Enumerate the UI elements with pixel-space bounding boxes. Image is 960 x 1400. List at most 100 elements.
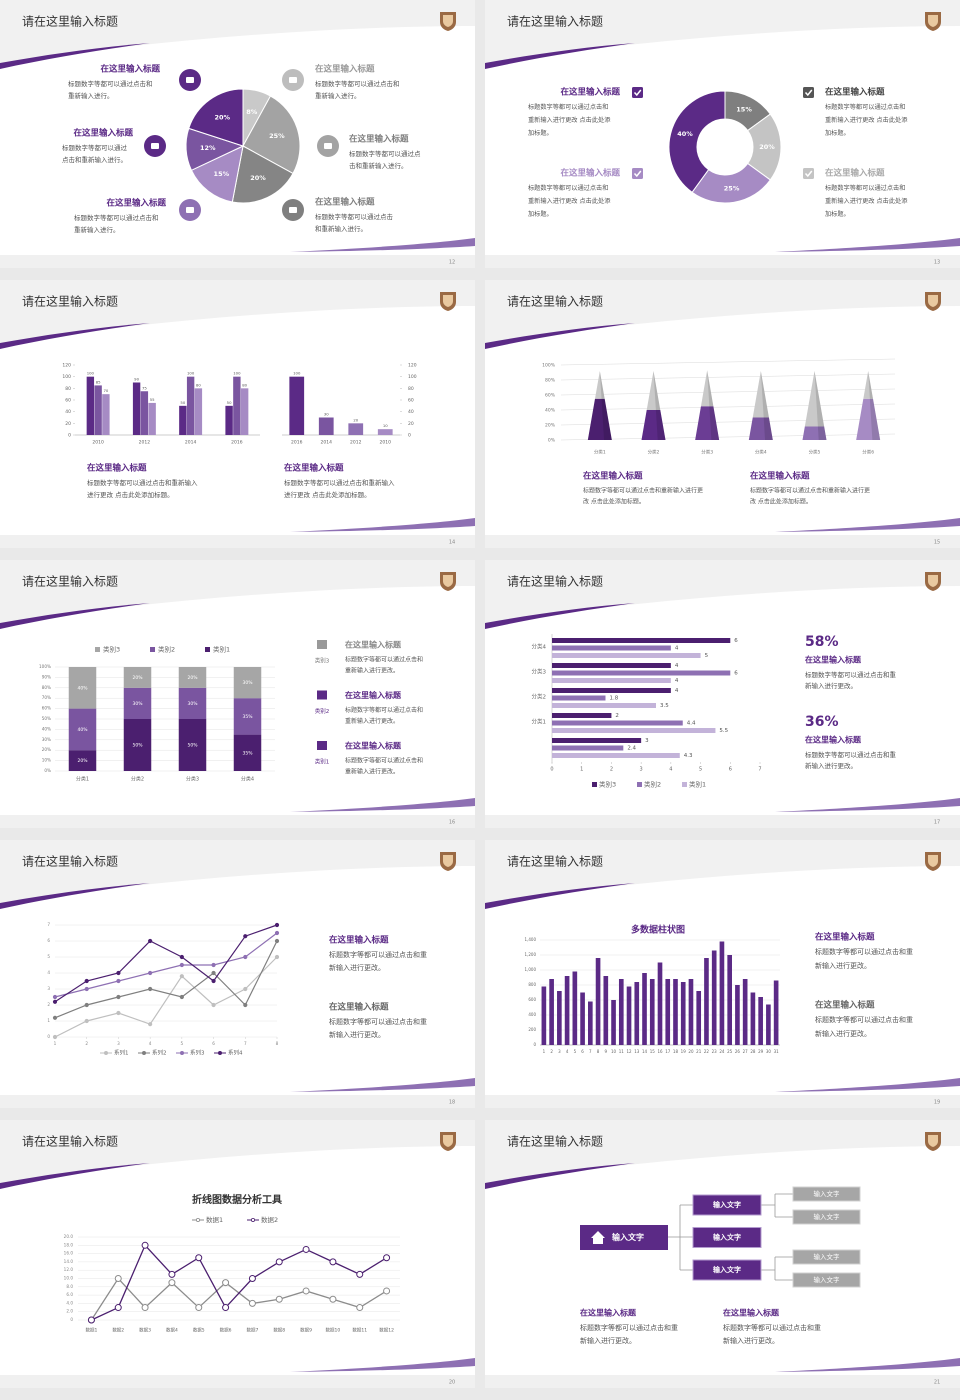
block-body: 加标题。 — [825, 129, 850, 137]
pyramid-top — [700, 370, 714, 407]
pie-slice — [242, 95, 301, 175]
bar — [552, 678, 671, 683]
bar — [552, 653, 701, 658]
y-tick-label: 60% — [42, 706, 51, 711]
block-body: 标题数字等都可以通过点击和 — [68, 79, 153, 88]
y-tick-label: 20% — [42, 747, 51, 752]
y-tick-label: 80 — [408, 386, 414, 392]
block-body: 标题数字等都可以通过点击和 — [315, 79, 400, 88]
bar — [86, 376, 95, 435]
block-body: 新输入进行更改。 — [329, 1030, 385, 1039]
logo-inner — [928, 1135, 938, 1147]
data-label: 6 — [734, 638, 738, 644]
bar — [552, 703, 656, 708]
bottom-swoosh — [775, 1358, 960, 1372]
point — [179, 954, 184, 960]
data-label: 100 — [293, 371, 301, 376]
point — [356, 1270, 364, 1278]
block-body: 重新输入进行更改 点击此处添 — [528, 116, 610, 124]
x-tick-label: 1 — [54, 1041, 57, 1046]
slide-title: 请在这里输入标题 — [22, 14, 118, 29]
point — [52, 999, 58, 1004]
point — [274, 922, 280, 928]
y-tick-label: 40 — [408, 409, 414, 415]
x-tick-label: 分类6 — [862, 449, 874, 456]
point — [243, 934, 248, 939]
top-swoosh — [485, 560, 960, 624]
bottom-swoosh — [775, 518, 960, 532]
pie-slice — [691, 162, 772, 204]
stack-segment — [68, 750, 97, 771]
slice-label: 25% — [269, 132, 285, 140]
block-body: 标题数字等都可以通过点击和重 — [329, 950, 427, 959]
y-tick-label: 2 — [47, 1002, 50, 1007]
legend-swatch — [592, 782, 597, 787]
y-tick-label: 7 — [47, 922, 50, 927]
slide: 请在这里输入标题128%25%20%15%12%20%在这里输入标题标题数字等都… — [0, 0, 475, 268]
checkbox — [803, 168, 814, 179]
data-label: 100 — [187, 371, 195, 376]
slice-label: 15% — [214, 170, 230, 178]
slide-title: 请在这里输入标题 — [507, 294, 603, 309]
y-tick-label: 4 — [47, 970, 50, 975]
data-label: 75 — [142, 385, 147, 390]
x-tick-label: 分类1 — [76, 776, 89, 783]
bottom-swoosh — [775, 238, 960, 252]
x-tick-label: 数据11 — [352, 1327, 367, 1334]
data-label: 100 — [87, 371, 95, 376]
y-tick-label: 70% — [42, 695, 51, 700]
block-body: 标题数字等都可以通过点击和重 — [329, 1017, 427, 1026]
checkmark — [804, 89, 813, 97]
footer-bar — [0, 1375, 475, 1388]
slide: 请在这里输入标题 16 0% 10% 20% 30% 40% 50% 60% 70% 80% 90% 1… — [0, 560, 475, 828]
data-label: 90 — [134, 377, 139, 382]
data-label: 85 — [96, 379, 101, 384]
block-body: 标题数字等都可以通过点击和 — [825, 103, 905, 111]
block-heading: 在这里输入标题 — [100, 64, 160, 75]
data-label: 50% — [187, 743, 198, 749]
data-label: 20 — [353, 417, 358, 422]
slide-title: 请在这里输入标题 — [22, 574, 118, 589]
y-tick-label: 60% — [545, 393, 556, 399]
grid-line — [560, 418, 896, 426]
x-tick-label: 7 — [244, 1041, 247, 1046]
x-tick-label: 数据1 — [85, 1327, 97, 1334]
logo-inner — [443, 1135, 453, 1147]
pyramid-base — [856, 398, 881, 440]
x-tick-label: 29 — [758, 1049, 764, 1054]
block-body: 重新输入进行更改。 — [345, 667, 399, 675]
x-tick-label: 数据4 — [166, 1327, 178, 1334]
x-tick-label: 2012 — [139, 440, 151, 446]
point — [211, 1002, 216, 1008]
grid-line — [560, 373, 896, 381]
icon — [317, 690, 327, 700]
data-label: 4 — [675, 678, 679, 684]
stack-segment — [123, 687, 152, 719]
x-tick-label: 2016 — [291, 440, 303, 446]
point — [179, 994, 184, 1000]
point — [211, 970, 216, 976]
y-tick-label: 0 — [68, 433, 71, 439]
point — [84, 986, 89, 992]
bar — [634, 982, 640, 1045]
pyramid-top — [752, 371, 769, 418]
legend-label: 类别3 — [103, 645, 120, 654]
pyramid-base — [695, 406, 720, 440]
bar — [680, 982, 686, 1045]
x-tick-label: 13 — [634, 1049, 640, 1054]
top-swoosh — [0, 0, 475, 64]
x-tick-label: 1 — [543, 1049, 546, 1054]
point — [275, 1258, 283, 1266]
point — [141, 1304, 149, 1312]
legend-marker — [179, 1050, 184, 1055]
point — [222, 1304, 230, 1312]
x-tick-label: 7 — [758, 767, 761, 773]
leaf-node — [792, 1249, 861, 1265]
block-body: 点击和重新输入进行。 — [62, 155, 127, 164]
stack-segment — [178, 667, 207, 688]
x-tick-label: 分类2 — [648, 449, 660, 456]
bar — [348, 423, 364, 435]
middle-label: 输入文字 — [713, 1265, 741, 1274]
